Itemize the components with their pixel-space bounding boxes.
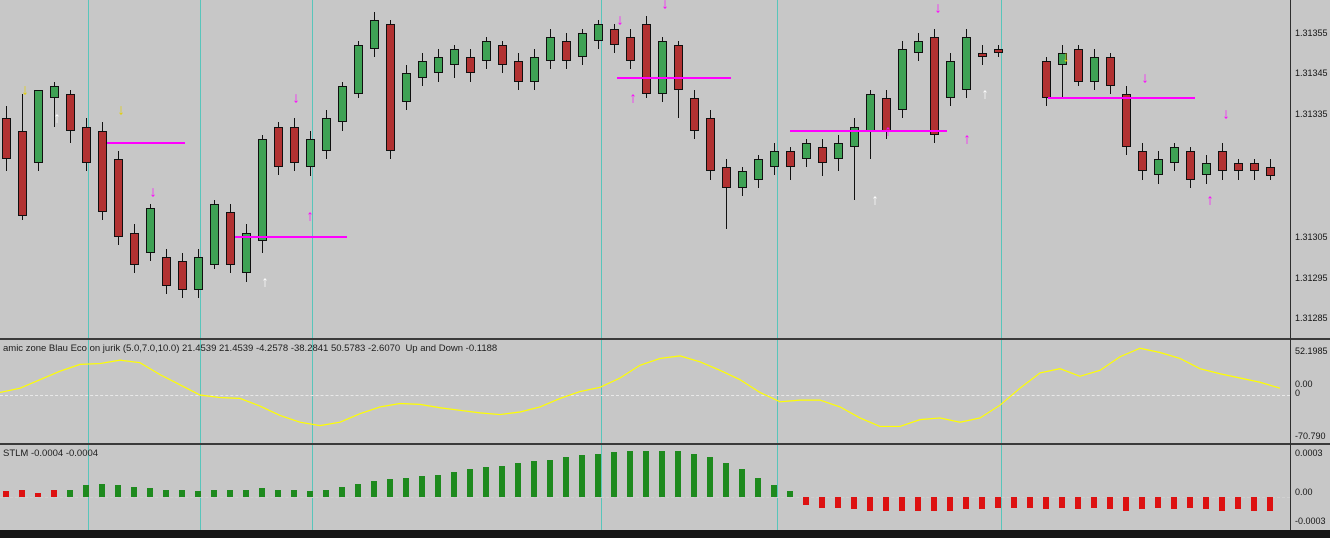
panel-divider[interactable]	[0, 338, 1330, 340]
indicator2-label: STLM -0.0004 -0.0004	[3, 448, 99, 459]
price-axis[interactable]: 1.31325	[1290, 0, 1330, 530]
main-chart-panel[interactable]	[0, 0, 1290, 338]
time-axis-strip[interactable]	[0, 530, 1330, 538]
indicator1-label: amic zone Blau Eco on jurik (5.0,7.0,10.…	[3, 343, 498, 354]
indicator-panel-stlm[interactable]: STLM -0.0004 -0.0004	[0, 445, 1290, 530]
panel-divider[interactable]	[0, 443, 1330, 445]
indicator-panel-blau-ergodic[interactable]: amic zone Blau Eco on jurik (5.0,7.0,10.…	[0, 340, 1290, 443]
